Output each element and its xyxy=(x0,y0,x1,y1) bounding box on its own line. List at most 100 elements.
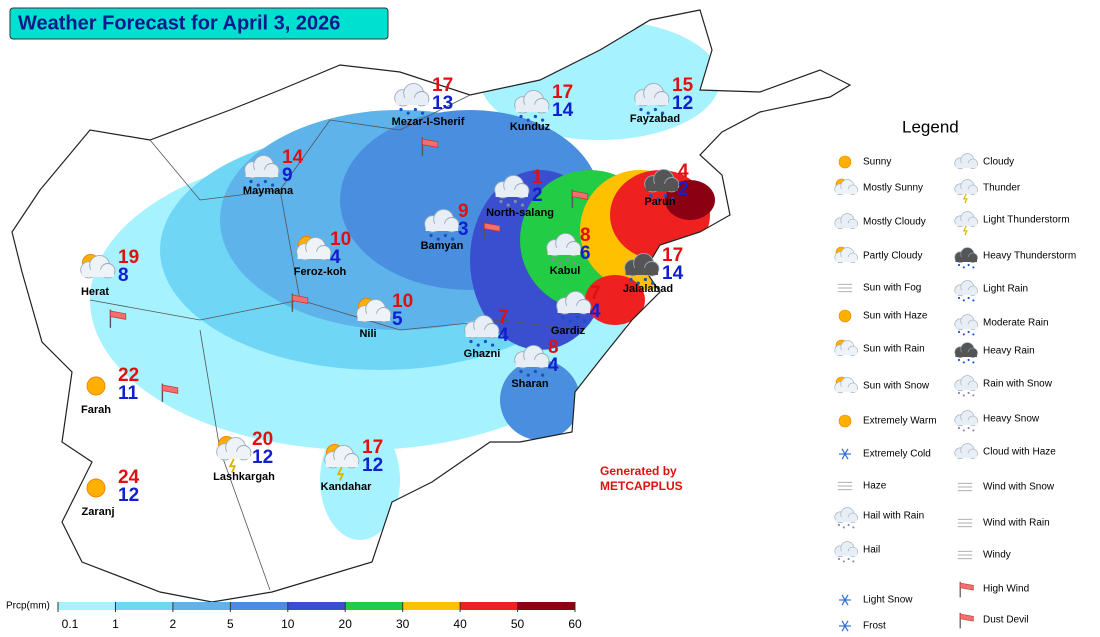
drop xyxy=(270,183,275,187)
min-temp: 2 xyxy=(678,179,689,200)
max-temp: 10 xyxy=(392,291,413,312)
colorbar-tick-label: 2 xyxy=(170,617,177,631)
drop xyxy=(957,296,961,300)
colorbar-tick-label: 5 xyxy=(227,617,234,631)
cloud xyxy=(955,453,977,458)
sock xyxy=(959,582,974,591)
weather-icon xyxy=(834,376,858,393)
max-temp: 20 xyxy=(252,429,273,450)
cloud xyxy=(955,290,977,295)
weather-icon xyxy=(494,174,530,207)
weather-icon xyxy=(957,550,973,560)
legend-item: Hail xyxy=(863,545,880,556)
drop xyxy=(499,199,503,204)
drop xyxy=(962,299,965,302)
drop xyxy=(957,263,961,267)
drop xyxy=(519,114,523,119)
city-name: Kabul xyxy=(550,265,581,277)
min-temp: 13 xyxy=(432,93,453,114)
drop xyxy=(852,560,855,563)
min-temp: 3 xyxy=(458,219,469,240)
weather-icon xyxy=(959,581,974,598)
drop xyxy=(429,233,433,238)
legend-item: Light Rain xyxy=(983,284,1028,295)
drop xyxy=(957,426,961,430)
colorbar-segment xyxy=(58,602,116,610)
min-temp: 2 xyxy=(532,185,543,206)
sock xyxy=(162,384,179,394)
max-temp: 14 xyxy=(282,147,304,168)
title: Weather Forecast for April 3, 2026 xyxy=(18,12,340,34)
drop xyxy=(837,557,841,561)
weather-icon xyxy=(954,443,978,459)
colorbar-segment xyxy=(172,602,231,610)
drop xyxy=(399,107,403,112)
weather-icon xyxy=(954,153,978,169)
colorbar-tick-label: 50 xyxy=(511,617,525,631)
drop xyxy=(962,429,965,432)
drop xyxy=(443,233,448,238)
weather-icon xyxy=(624,252,660,285)
city-name: Farah xyxy=(81,404,111,416)
city-name: Fayzabad xyxy=(630,113,680,125)
drop xyxy=(513,199,518,204)
weather-icon xyxy=(834,213,858,229)
min-temp: 12 xyxy=(118,485,139,506)
min-temp: 4 xyxy=(590,301,601,322)
legend-item: Sun with Rain xyxy=(863,344,925,355)
cloud xyxy=(835,551,857,556)
weather-icon xyxy=(954,375,978,397)
sun xyxy=(86,478,106,498)
min-temp: 14 xyxy=(552,100,574,121)
drop xyxy=(533,369,538,374)
drop xyxy=(540,118,545,122)
weather-icon xyxy=(324,444,360,481)
city-name: Jalalabad xyxy=(623,283,673,295)
drop xyxy=(972,429,975,432)
drop xyxy=(962,394,965,397)
drop xyxy=(565,257,570,262)
max-temp: 17 xyxy=(362,437,383,458)
city-name: Gardiz xyxy=(551,325,586,337)
drop xyxy=(249,179,253,184)
cloud xyxy=(395,97,428,105)
drop xyxy=(256,183,260,187)
weather-icon xyxy=(954,179,978,204)
weather-icon xyxy=(464,314,500,347)
drop xyxy=(490,343,495,347)
max-temp: 22 xyxy=(118,365,139,386)
weather-icon xyxy=(421,137,439,156)
legend-item: Dust Devil xyxy=(983,615,1029,626)
drop xyxy=(972,299,975,302)
cloud xyxy=(635,97,668,105)
max-temp: 19 xyxy=(118,247,139,268)
drop xyxy=(656,197,660,201)
cloud xyxy=(955,420,977,425)
cloud xyxy=(357,313,390,321)
drop xyxy=(551,257,555,262)
weather-icon xyxy=(838,414,852,428)
cloud xyxy=(515,359,548,367)
weather-icon xyxy=(291,293,309,312)
cloud xyxy=(495,189,528,197)
flake xyxy=(841,594,849,606)
legend-item: Cloudy xyxy=(983,157,1014,168)
colorbar-tick-label: 30 xyxy=(396,617,410,631)
weather-icon xyxy=(954,410,978,432)
weather-icon xyxy=(954,211,978,236)
min-temp: 5 xyxy=(392,309,403,330)
min-temp: 12 xyxy=(672,93,693,114)
legend-item: Mostly Sunny xyxy=(863,183,923,194)
weather-icon xyxy=(80,254,116,279)
legend-item: Moderate Rain xyxy=(983,318,1049,329)
min-temp: 6 xyxy=(580,243,591,264)
drop xyxy=(469,339,473,344)
drop xyxy=(967,330,970,334)
max-temp: 17 xyxy=(552,82,573,103)
drop xyxy=(646,111,650,115)
cloud xyxy=(835,257,857,262)
drop xyxy=(837,523,841,527)
weather-icon xyxy=(514,344,550,377)
colorbar-label: Prcp(mm) xyxy=(6,601,50,612)
legend-item: Cloud with Haze xyxy=(983,447,1056,458)
